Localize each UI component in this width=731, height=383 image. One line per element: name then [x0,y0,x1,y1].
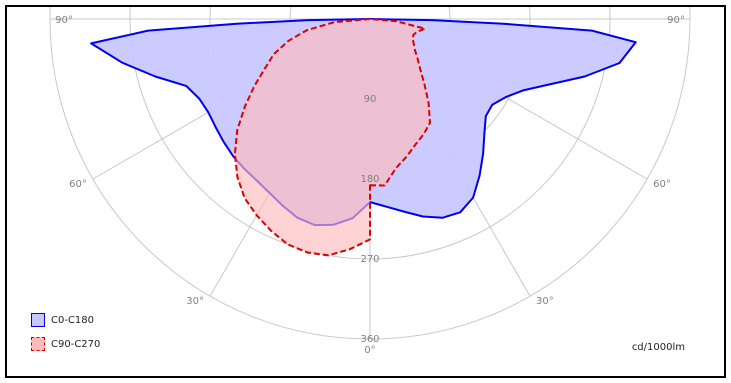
radial-tick-360: 360 [360,334,379,345]
radial-tick-180: 180 [360,174,379,185]
legend-label-c0-c180: C0-C180 [51,314,95,326]
chart-frame: 90 180 270 360 90° 90° 60° 60° 30° 30° 0° cd/1000l… [5,5,726,378]
radial-tick-90: 90 [364,94,377,105]
angle-tick-left-30: 30° [186,296,204,307]
series-layer [90,18,637,257]
legend-label-c90-c270: C90-C270 [51,338,101,350]
polar-chart: 90 180 270 360 90° 90° 60° 60° 30° 30° 0° cd/1000l… [49,7,691,356]
angle-tick-left-60: 60° [69,179,87,190]
legend-swatch-c0-c180 [31,313,45,327]
angle-tick-right-90: 90° [667,15,685,26]
angle-tick-right-60: 60° [653,179,671,190]
unit-label: cd/1000lm [632,342,685,353]
legend-item-c0-c180: C0-C180 [31,311,94,329]
angle-tick-right-30: 30° [536,296,554,307]
radial-tick-270: 270 [360,254,379,265]
angle-tick-center-0: 0° [364,345,375,356]
series-c90-c270 [233,18,431,257]
legend-item-c90-c270: C90-C270 [31,335,100,353]
legend-swatch-c90-c270 [31,337,45,351]
angle-tick-left-90: 90° [55,15,73,26]
tick-labels: 90 180 270 360 90° 90° 60° 60° 30° 30° 0° [55,15,685,356]
